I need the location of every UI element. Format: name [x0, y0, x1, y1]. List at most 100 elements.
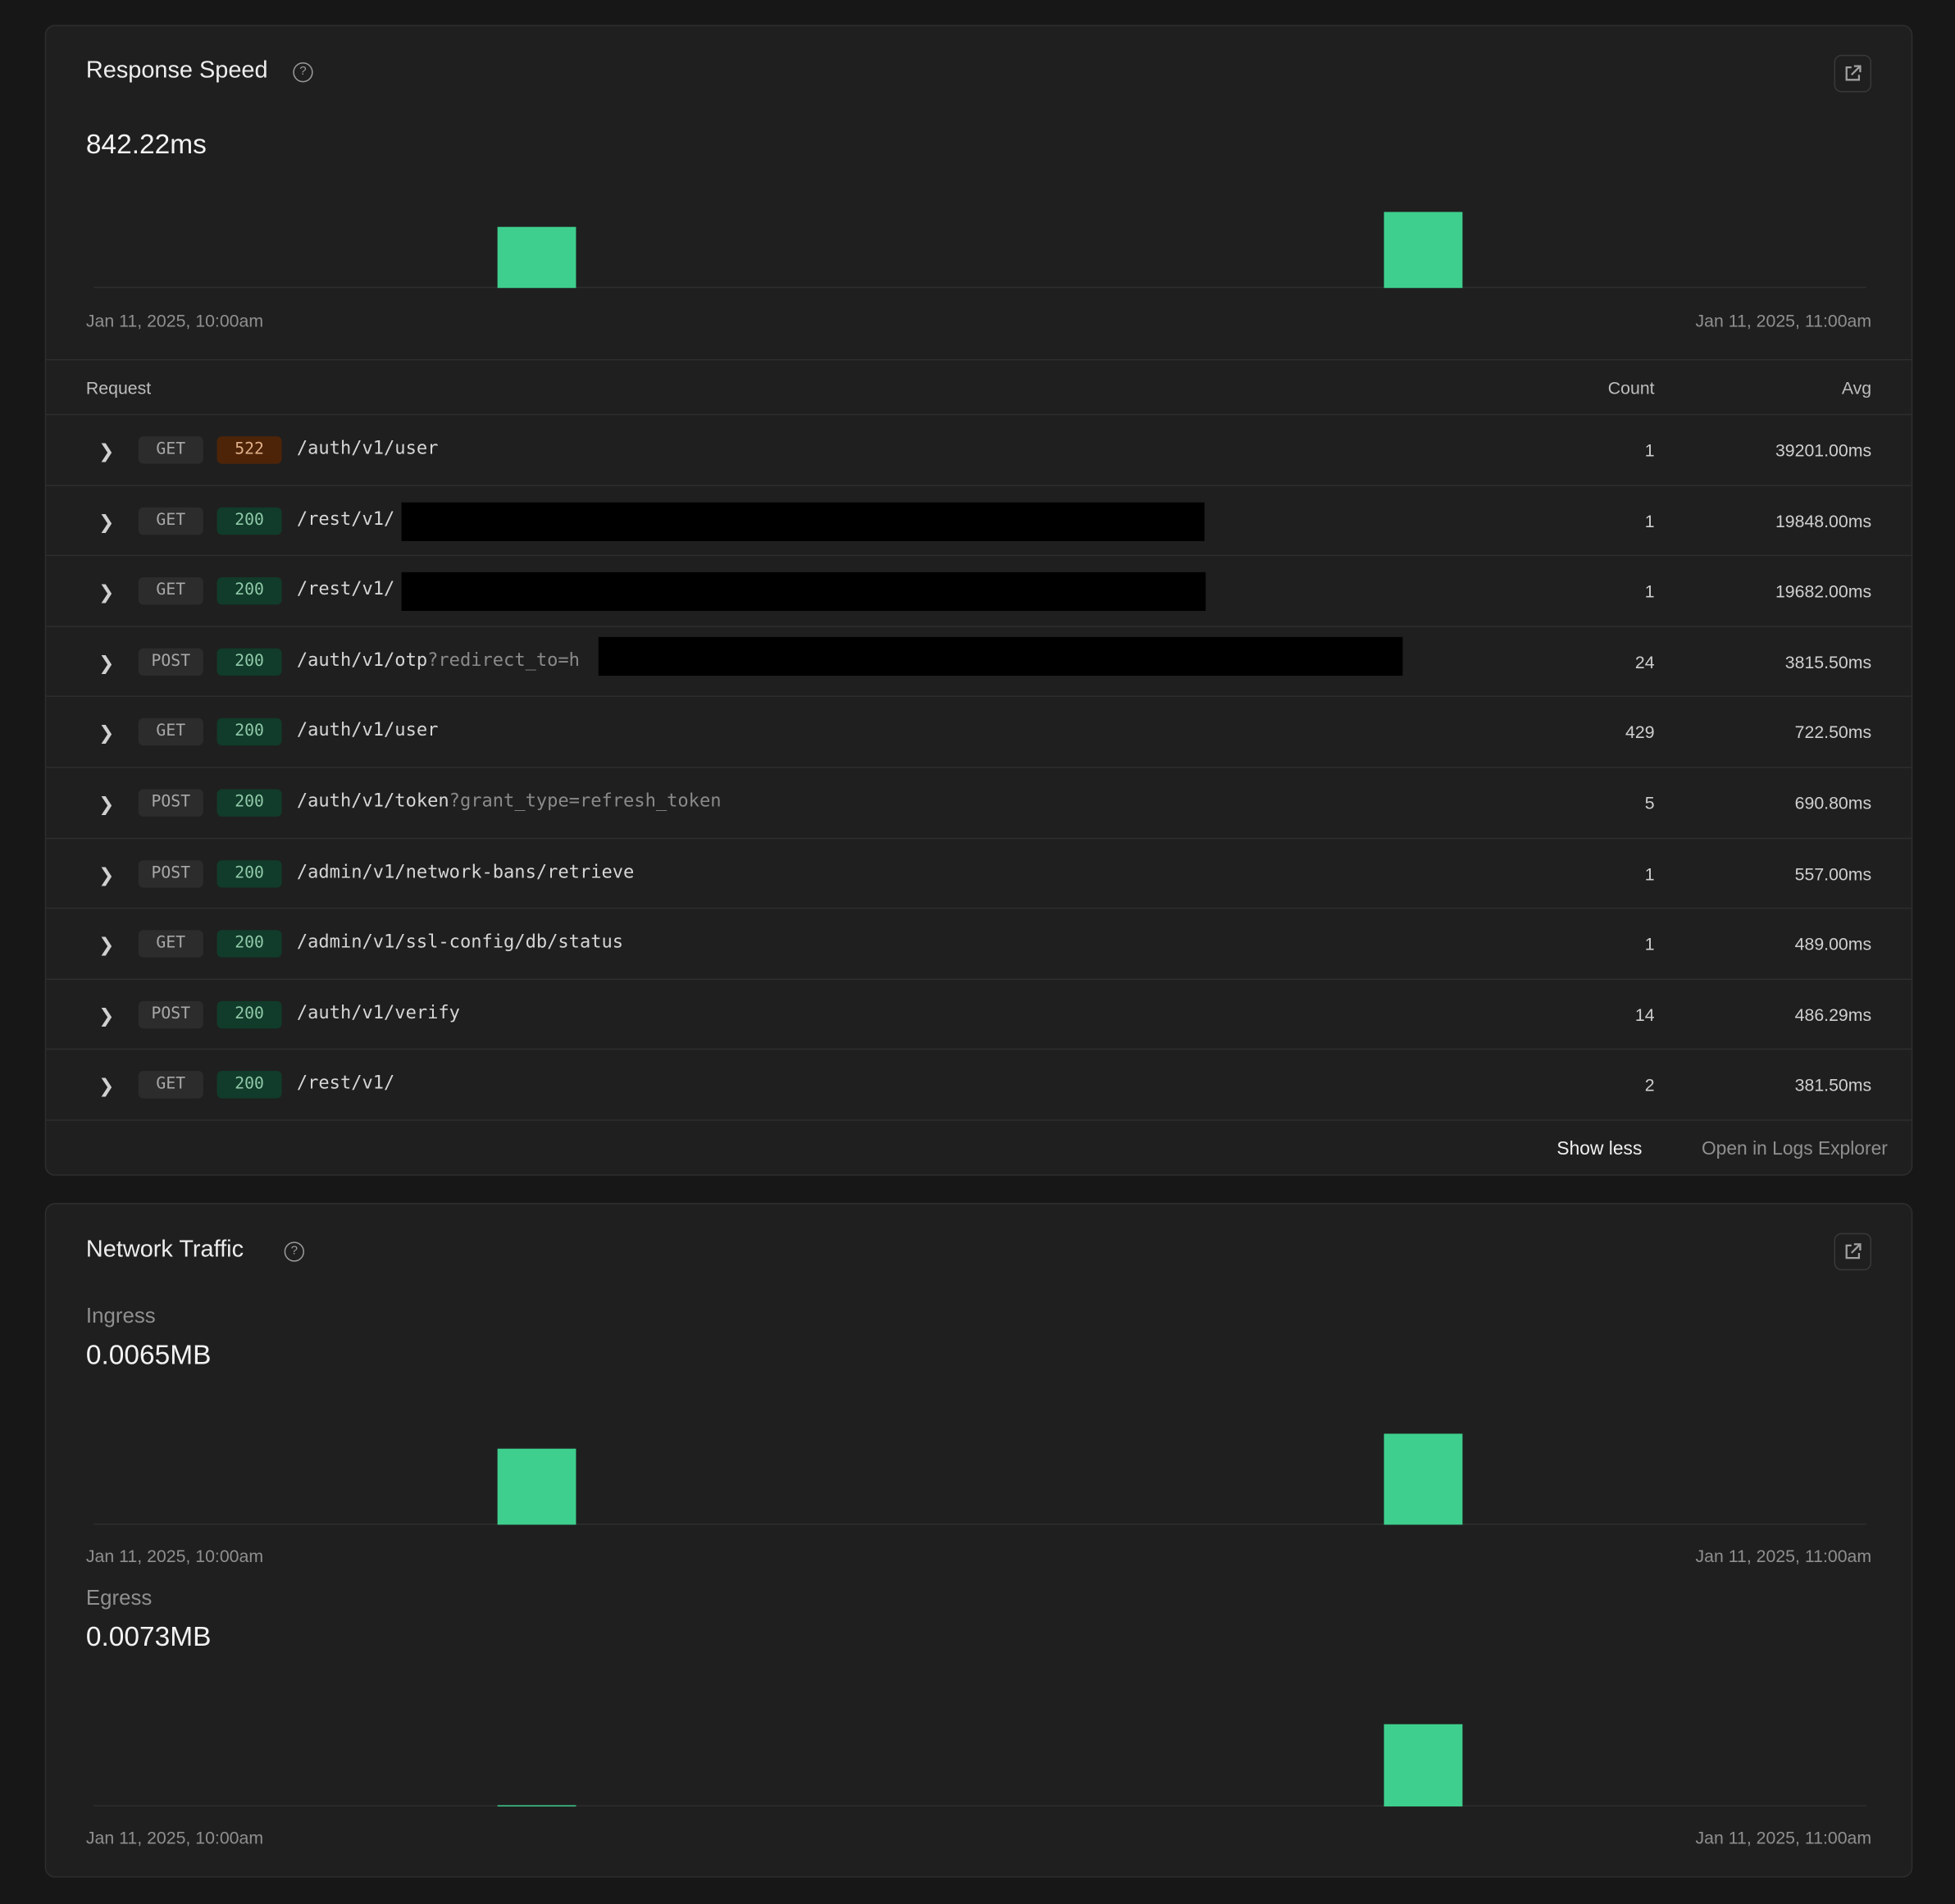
- avg-value: 3815.50ms: [1784, 651, 1872, 672]
- chart-bar[interactable]: [1383, 212, 1463, 289]
- x-end-label: Jan 11, 2025, 11:00am: [1695, 1827, 1872, 1848]
- chart-bar[interactable]: [497, 226, 576, 289]
- chevron-right-icon[interactable]: ❯: [98, 1005, 115, 1027]
- path-text: /auth/v1/user: [296, 439, 439, 459]
- count-value: 1: [1644, 934, 1655, 954]
- method-badge: POST: [138, 789, 203, 817]
- status-badge: 200: [216, 930, 282, 958]
- method-badge: POST: [138, 648, 203, 676]
- avg-value: 19848.00ms: [1775, 510, 1872, 531]
- table-row[interactable]: ❯ GET 200 /rest/v1/ 1 19682.00ms: [46, 554, 1912, 626]
- status-badge: 200: [216, 1071, 282, 1100]
- chevron-right-icon[interactable]: ❯: [98, 794, 115, 816]
- ingress-value: 0.0065MB: [85, 1338, 212, 1370]
- chevron-right-icon[interactable]: ❯: [98, 512, 115, 534]
- method-badge: GET: [138, 1071, 203, 1100]
- chevron-right-icon[interactable]: ❯: [98, 864, 115, 886]
- status-badge: 200: [216, 1000, 282, 1029]
- ingress-label: Ingress: [85, 1304, 156, 1328]
- chevron-right-icon[interactable]: ❯: [98, 441, 115, 463]
- open-external-button[interactable]: [1834, 1232, 1872, 1271]
- redaction-box: [401, 572, 1206, 612]
- help-icon[interactable]: ?: [284, 1241, 304, 1262]
- table-row[interactable]: ❯ GET 200 /admin/v1/ssl-config/db/status…: [46, 908, 1912, 979]
- table-row[interactable]: ❯ GET 522 /auth/v1/user 1 39201.00ms: [46, 413, 1912, 485]
- count-value: 2: [1644, 1075, 1655, 1095]
- x-end-label: Jan 11, 2025, 11:00am: [1695, 310, 1872, 330]
- egress-chart: [93, 1682, 1867, 1807]
- path-text: /rest/v1/: [296, 580, 395, 600]
- query-text: ?redirect_to=h: [427, 650, 580, 671]
- egress-label: Egress: [85, 1585, 153, 1610]
- response-speed-card: Response Speed ? 842.22ms Jan 11, 2025, …: [44, 25, 1913, 1177]
- card-title: Network Traffic: [85, 1237, 244, 1264]
- status-badge: 200: [216, 859, 282, 887]
- help-icon[interactable]: ?: [293, 62, 313, 83]
- chart-bar[interactable]: [1383, 1724, 1463, 1807]
- count-value: 1: [1644, 510, 1655, 531]
- count-value: 24: [1634, 651, 1655, 672]
- redaction-box: [598, 636, 1403, 676]
- chevron-right-icon[interactable]: ❯: [98, 723, 115, 745]
- header-request: Request: [85, 377, 152, 399]
- path-text: /admin/v1/ssl-config/db/status: [296, 932, 624, 953]
- chevron-right-icon[interactable]: ❯: [98, 935, 115, 957]
- ingress-chart: [93, 1400, 1867, 1525]
- chart-bar[interactable]: [497, 1805, 576, 1807]
- count-value: 429: [1625, 722, 1655, 743]
- status-badge: 200: [216, 789, 282, 817]
- table-row[interactable]: ❯ POST 200 /auth/v1/token?grant_type=ref…: [46, 767, 1912, 838]
- table-row[interactable]: ❯ POST 200 /auth/v1/verify 14 486.29ms: [46, 978, 1912, 1050]
- table-row[interactable]: ❯ GET 200 /auth/v1/user 429 722.50ms: [46, 695, 1912, 768]
- status-badge: 200: [216, 577, 282, 605]
- method-badge: GET: [138, 577, 203, 605]
- avg-value: 690.80ms: [1794, 792, 1872, 813]
- request-path: /auth/v1/verify: [297, 1004, 460, 1023]
- external-link-icon: [1845, 1243, 1862, 1259]
- path-text: /auth/v1/user: [296, 721, 439, 741]
- table-row[interactable]: ❯ GET 200 /rest/v1/ 2 381.50ms: [46, 1049, 1912, 1120]
- request-path: /admin/v1/ssl-config/db/status: [297, 933, 623, 953]
- show-less-button[interactable]: Show less: [1556, 1138, 1643, 1159]
- table-row[interactable]: ❯ POST 200 /admin/v1/network-bans/retrie…: [46, 837, 1912, 909]
- count-value: 5: [1644, 792, 1655, 813]
- response-speed-chart: [93, 189, 1867, 289]
- table-header: Request Count Avg: [46, 358, 1912, 415]
- request-path: /auth/v1/user: [297, 439, 439, 458]
- path-text: /auth/v1/token: [296, 791, 449, 812]
- request-path: /rest/v1/: [297, 580, 394, 599]
- path-text: /rest/v1/: [296, 509, 395, 530]
- open-external-button[interactable]: [1834, 54, 1872, 93]
- method-badge: GET: [138, 718, 203, 746]
- method-badge: GET: [138, 436, 203, 464]
- redaction-box: [401, 502, 1205, 541]
- table-footer: Show less Open in Logs Explorer: [46, 1119, 1912, 1177]
- method-badge: GET: [138, 930, 203, 958]
- request-path: /rest/v1/: [297, 1074, 394, 1094]
- chart-bar[interactable]: [1383, 1433, 1463, 1525]
- avg-value: 722.50ms: [1794, 722, 1872, 743]
- chart-bar[interactable]: [497, 1448, 576, 1525]
- table-row[interactable]: ❯ GET 200 /rest/v1/ 1 19848.00ms: [46, 484, 1912, 556]
- method-badge: POST: [138, 1000, 203, 1029]
- count-value: 1: [1644, 863, 1655, 884]
- path-text: /rest/v1/: [296, 1073, 395, 1094]
- x-start-label: Jan 11, 2025, 10:00am: [85, 1827, 264, 1848]
- request-path: /auth/v1/otp?redirect_to=h: [297, 650, 580, 670]
- chevron-right-icon[interactable]: ❯: [98, 653, 115, 675]
- avg-value: 557.00ms: [1794, 863, 1872, 884]
- chevron-right-icon[interactable]: ❯: [98, 582, 115, 604]
- request-path: /admin/v1/network-bans/retrieve: [297, 862, 634, 881]
- chevron-right-icon[interactable]: ❯: [98, 1076, 115, 1098]
- chart-baseline: [93, 286, 1867, 289]
- external-link-icon: [1845, 65, 1862, 81]
- count-value: 1: [1644, 581, 1655, 602]
- avg-value: 381.50ms: [1794, 1075, 1872, 1095]
- table-row[interactable]: ❯ POST 200 /auth/v1/otp?redirect_to=h 24…: [46, 625, 1912, 697]
- egress-value: 0.0073MB: [85, 1620, 212, 1652]
- status-badge: 200: [216, 718, 282, 746]
- path-text: /auth/v1/verify: [296, 1003, 460, 1023]
- chart-baseline: [93, 1805, 1867, 1807]
- open-logs-explorer-link[interactable]: Open in Logs Explorer: [1701, 1138, 1888, 1159]
